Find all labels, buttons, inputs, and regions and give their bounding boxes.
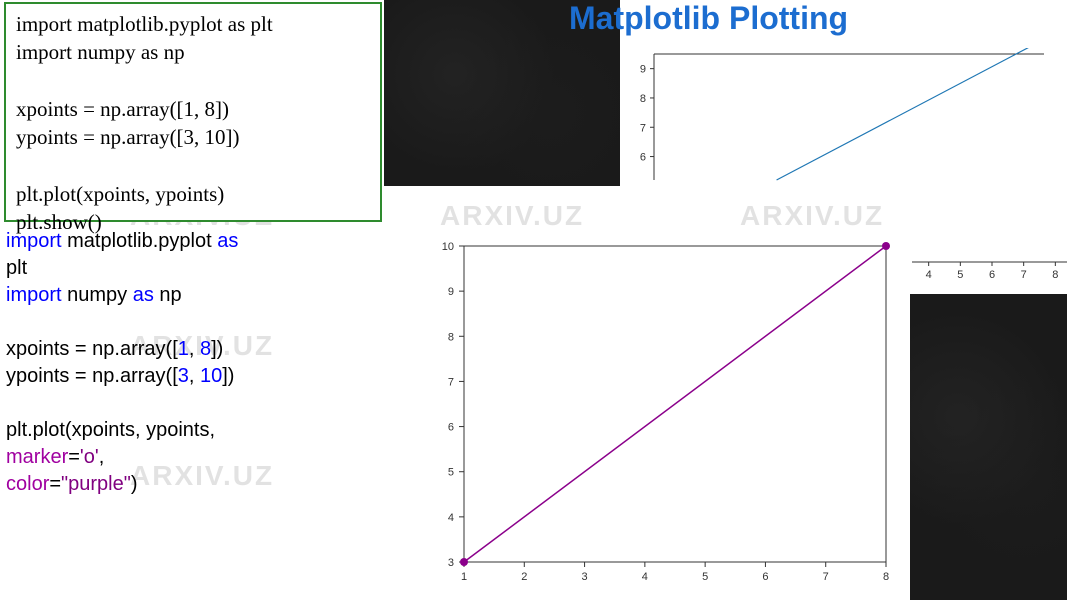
svg-text:3: 3 — [582, 571, 588, 583]
svg-text:2: 2 — [521, 571, 527, 583]
dark-panel — [910, 294, 1067, 600]
svg-text:6: 6 — [989, 269, 995, 281]
chart-line-purple: 1 2 3 4 5 6 7 8 3 4 5 6 7 8 9 10 — [420, 232, 900, 592]
code-block-2: import matplotlib.pyplot as plt import n… — [6, 228, 406, 498]
svg-text:4: 4 — [448, 512, 454, 524]
svg-text:4: 4 — [926, 269, 932, 281]
code-block-1: import matplotlib.pyplot as pltimport nu… — [4, 2, 382, 222]
svg-text:8: 8 — [883, 571, 889, 583]
svg-text:8: 8 — [1052, 269, 1058, 281]
chart-line-blue: 6 7 8 9 — [620, 48, 1050, 186]
svg-text:6: 6 — [762, 571, 768, 583]
svg-text:9: 9 — [448, 286, 454, 298]
svg-text:5: 5 — [448, 467, 454, 479]
svg-text:10: 10 — [442, 241, 454, 253]
chart-line-blue-xaxis: 4 5 6 7 8 — [912, 256, 1067, 290]
svg-text:9: 9 — [640, 64, 646, 76]
svg-text:6: 6 — [448, 422, 454, 434]
svg-text:5: 5 — [957, 269, 963, 281]
svg-text:7: 7 — [823, 571, 829, 583]
svg-text:1: 1 — [461, 571, 467, 583]
svg-text:3: 3 — [448, 557, 454, 569]
svg-text:4: 4 — [642, 571, 648, 583]
slide-title: Matplotlib Plotting — [569, 2, 1049, 36]
svg-text:7: 7 — [448, 376, 454, 388]
svg-text:7: 7 — [1021, 269, 1027, 281]
svg-text:8: 8 — [448, 331, 454, 343]
svg-text:5: 5 — [702, 571, 708, 583]
svg-text:6: 6 — [640, 152, 646, 164]
svg-text:7: 7 — [640, 122, 646, 134]
svg-text:8: 8 — [640, 93, 646, 105]
